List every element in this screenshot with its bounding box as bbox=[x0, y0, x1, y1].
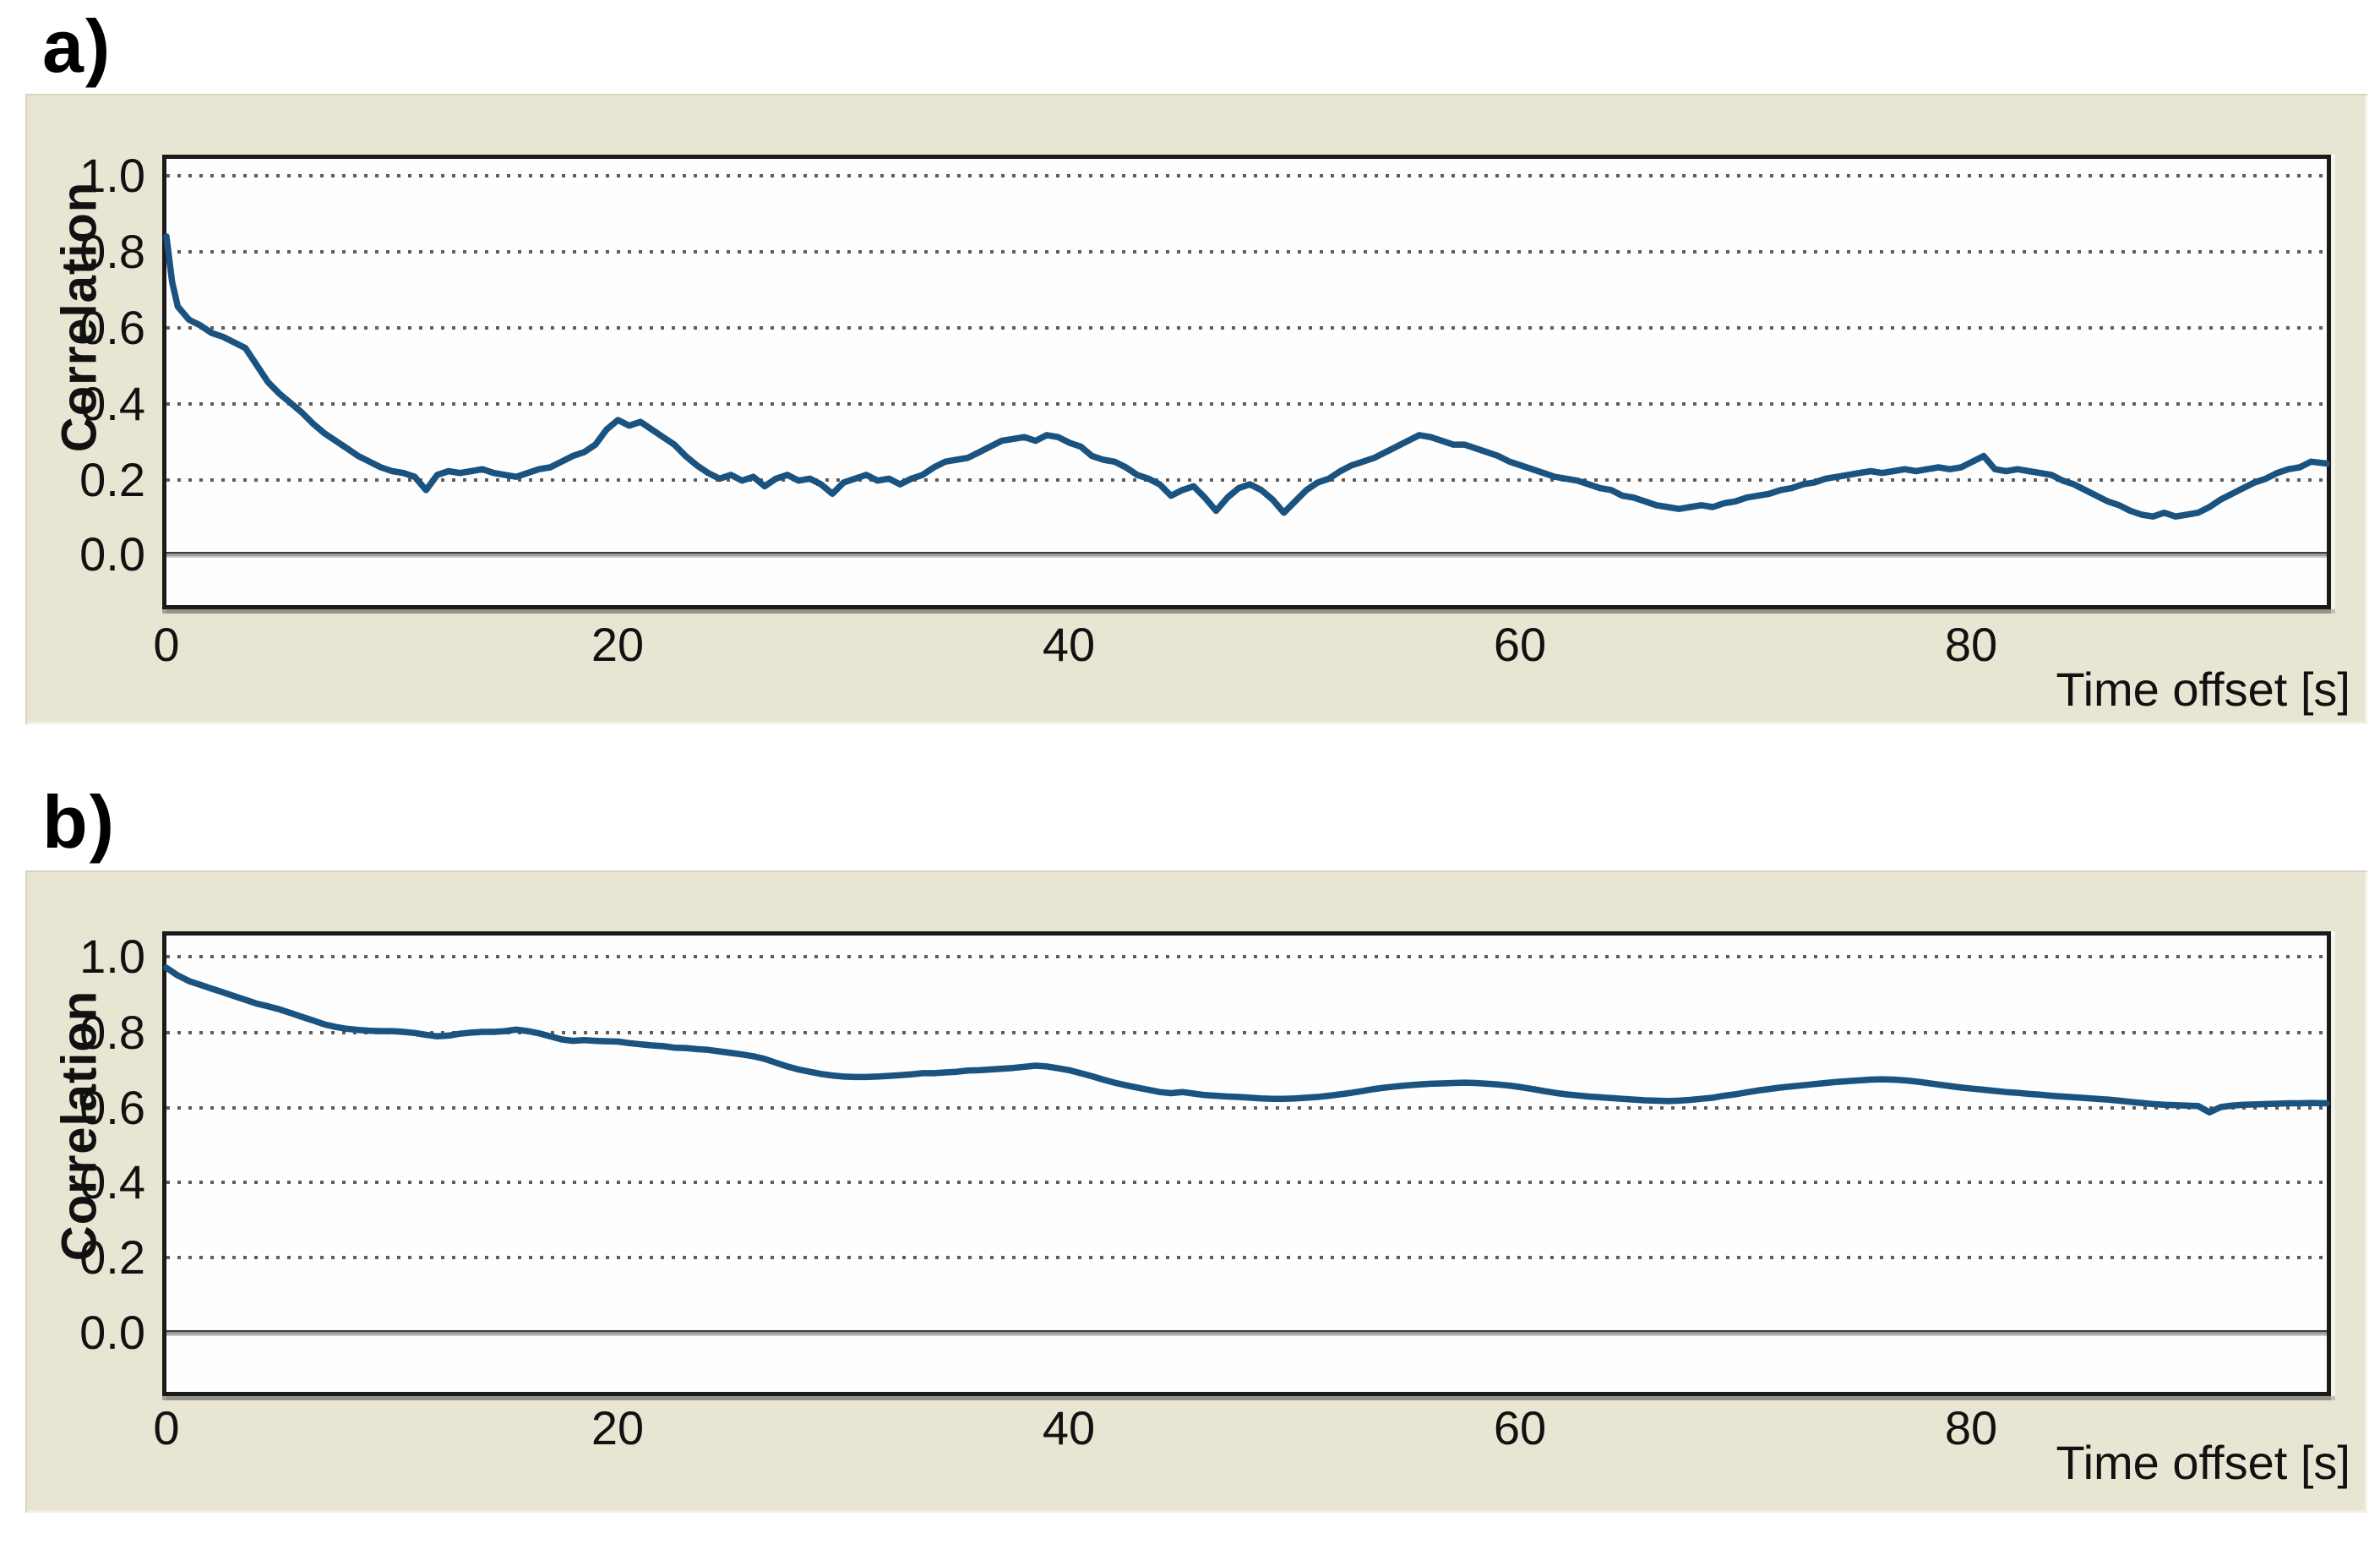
gridline-0.2 bbox=[166, 478, 2327, 482]
correlation-curve-a bbox=[163, 233, 2330, 520]
gridline-1.0 bbox=[166, 955, 2327, 958]
gridline-0.2 bbox=[166, 1256, 2327, 1259]
gridline-0.4 bbox=[166, 1181, 2327, 1184]
gridline-0.8 bbox=[166, 1031, 2327, 1034]
y-tick-label: 0.4 bbox=[79, 1155, 145, 1208]
y-tick-label: 0.6 bbox=[79, 301, 145, 354]
x-tick-label: 80 bbox=[1944, 618, 1998, 671]
x-tick-label: 60 bbox=[1493, 618, 1547, 671]
y-tick-label: 0.8 bbox=[79, 1006, 145, 1059]
y-tick-label: 0.2 bbox=[79, 1230, 145, 1284]
plot-area-b bbox=[162, 931, 2331, 1396]
y-tick-label: 0.0 bbox=[79, 527, 145, 581]
chart-panel-a: Correlation 1.0 0.8 0.6 0.4 0.2 0.0 0 20… bbox=[25, 94, 2367, 724]
correlation-line-b bbox=[163, 964, 2330, 1116]
gridline-0.6 bbox=[166, 1106, 2327, 1110]
y-tick-label: 1.0 bbox=[79, 149, 145, 202]
panel-label-b: b) bbox=[42, 780, 117, 864]
y-tick-label: 0.8 bbox=[79, 225, 145, 278]
correlation-line-a bbox=[163, 233, 2330, 520]
zero-baseline bbox=[166, 1330, 2327, 1336]
x-tick-label: 0 bbox=[153, 618, 180, 671]
y-tick-label: 0.2 bbox=[79, 453, 145, 506]
panel-label-a: a) bbox=[42, 4, 112, 88]
y-tick-label: 0.0 bbox=[79, 1306, 145, 1359]
x-axis-title-a: Time offset [s] bbox=[2056, 663, 2350, 716]
gridline-0.6 bbox=[166, 326, 2327, 330]
x-tick-label: 80 bbox=[1944, 1401, 1998, 1454]
y-tick-label: 0.6 bbox=[79, 1081, 145, 1134]
x-tick-label: 40 bbox=[1042, 618, 1096, 671]
correlation-curve-b bbox=[163, 964, 2330, 1116]
plot-area-a bbox=[162, 155, 2331, 609]
gridline-0.4 bbox=[166, 402, 2327, 406]
chart-panel-b: Correlation 1.0 0.8 0.6 0.4 0.2 0.0 0 20… bbox=[25, 870, 2367, 1513]
x-tick-label: 40 bbox=[1042, 1401, 1096, 1454]
x-tick-label: 60 bbox=[1493, 1401, 1547, 1454]
gridline-1.0 bbox=[166, 174, 2327, 177]
x-tick-label: 20 bbox=[591, 618, 645, 671]
y-tick-label: 1.0 bbox=[79, 930, 145, 983]
y-tick-label: 0.4 bbox=[79, 377, 145, 430]
x-tick-label: 0 bbox=[153, 1401, 180, 1454]
gridline-0.8 bbox=[166, 250, 2327, 254]
zero-baseline bbox=[166, 552, 2327, 558]
x-axis-title-b: Time offset [s] bbox=[2056, 1436, 2350, 1489]
x-tick-label: 20 bbox=[591, 1401, 645, 1454]
